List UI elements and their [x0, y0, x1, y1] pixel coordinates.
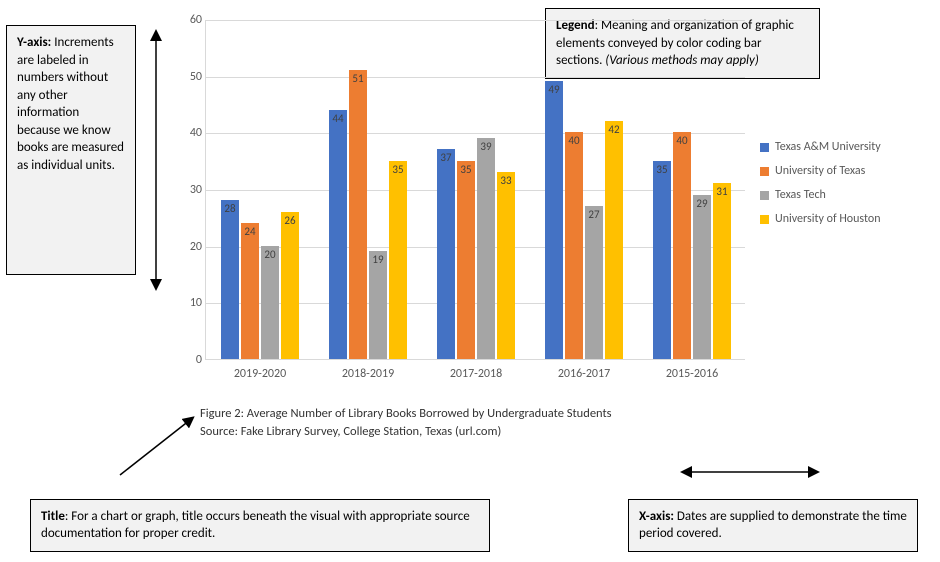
bar: 29	[693, 195, 711, 359]
bar-value-label: 24	[241, 225, 259, 238]
bar-value-label: 35	[653, 163, 671, 176]
ytick-label: 60	[178, 13, 202, 27]
bar: 44	[329, 110, 347, 359]
xtick-label: 2019-2020	[234, 367, 286, 381]
gridline	[206, 20, 745, 21]
gridline	[206, 77, 745, 78]
ytick-label: 30	[178, 183, 202, 197]
bar: 33	[497, 172, 515, 359]
bar: 40	[673, 132, 691, 359]
bar: 28	[221, 200, 239, 359]
yaxis-callout-label: Y-axis:	[17, 35, 51, 50]
bar-value-label: 35	[389, 163, 407, 176]
bar: 31	[713, 183, 731, 359]
legend-item: University of Texas	[760, 164, 881, 178]
bar: 42	[605, 121, 623, 359]
caption-title: Figure 2: Average Number of Library Book…	[200, 405, 612, 423]
ytick-label: 10	[178, 296, 202, 310]
bar-value-label: 49	[545, 83, 563, 96]
xaxis-arrow	[680, 462, 820, 487]
xtick-label: 2015-2016	[666, 367, 718, 381]
bar-value-label: 42	[605, 123, 623, 136]
chart-caption: Figure 2: Average Number of Library Book…	[200, 405, 612, 440]
bar: 49	[545, 81, 563, 359]
legend-item: University of Houston	[760, 212, 881, 226]
yaxis-callout: Y-axis: Increments are labeled in number…	[6, 25, 136, 275]
bar-value-label: 35	[457, 163, 475, 176]
bar: 51	[349, 70, 367, 359]
legend-label: University of Houston	[775, 212, 881, 226]
yaxis-arrow	[146, 30, 166, 295]
bar-value-label: 28	[221, 202, 239, 215]
bar: 19	[369, 251, 387, 359]
legend-label: Texas Tech	[775, 188, 826, 202]
legend-swatch	[760, 167, 769, 176]
xtick-label: 2018-2019	[342, 367, 394, 381]
bar-value-label: 29	[693, 197, 711, 210]
bar: 35	[653, 161, 671, 359]
bar-value-label: 44	[329, 112, 347, 125]
ytick-label: 0	[178, 353, 202, 367]
ytick-label: 20	[178, 240, 202, 254]
bar-value-label: 33	[497, 174, 515, 187]
ytick-label: 40	[178, 126, 202, 140]
legend-swatch	[760, 215, 769, 224]
chart-legend: Texas A&M University University of Texas T…	[760, 140, 881, 236]
bar-value-label: 31	[713, 185, 731, 198]
bar-value-label: 51	[349, 72, 367, 85]
bar: 35	[457, 161, 475, 359]
title-arrow	[110, 415, 200, 490]
plot-area: 01020304050602019-2020282420262018-20194…	[205, 20, 745, 360]
bar-value-label: 19	[369, 253, 387, 266]
legend-item: Texas A&M University	[760, 140, 881, 154]
bar-chart: 01020304050602019-2020282420262018-20194…	[175, 20, 745, 380]
legend-label: Texas A&M University	[775, 140, 881, 154]
bar: 37	[437, 149, 455, 359]
title-callout-label: Title	[41, 509, 65, 524]
bar-value-label: 40	[565, 134, 583, 147]
ytick-label: 50	[178, 70, 202, 84]
legend-label: University of Texas	[775, 164, 865, 178]
bar-value-label: 27	[585, 208, 603, 221]
caption-source: Source: Fake Library Survey, College Sta…	[200, 423, 612, 441]
bar: 20	[261, 246, 279, 359]
bar-value-label: 37	[437, 151, 455, 164]
yaxis-callout-text: Increments are labeled in numbers withou…	[17, 35, 124, 173]
gridline	[206, 133, 745, 134]
bar: 26	[281, 212, 299, 359]
bar: 27	[585, 206, 603, 359]
bar-value-label: 26	[281, 214, 299, 227]
xaxis-callout-text: Dates are supplied to demonstrate the ti…	[639, 509, 907, 542]
bar-value-label: 39	[477, 140, 495, 153]
xaxis-callout-label: X-axis:	[639, 509, 674, 524]
bar: 39	[477, 138, 495, 359]
legend-item: Texas Tech	[760, 188, 881, 202]
bar: 24	[241, 223, 259, 359]
legend-swatch	[760, 191, 769, 200]
title-callout-text: : For a chart or graph, title occurs ben…	[41, 509, 470, 542]
xtick-label: 2017-2018	[450, 367, 502, 381]
xaxis-callout: X-axis: Dates are supplied to demonstrat…	[628, 499, 918, 552]
bar-value-label: 20	[261, 248, 279, 261]
bar: 40	[565, 132, 583, 359]
bar-value-label: 40	[673, 134, 691, 147]
title-callout: Title: For a chart or graph, title occur…	[30, 499, 490, 552]
legend-swatch	[760, 143, 769, 152]
bar: 35	[389, 161, 407, 359]
xtick-label: 2016-2017	[558, 367, 610, 381]
